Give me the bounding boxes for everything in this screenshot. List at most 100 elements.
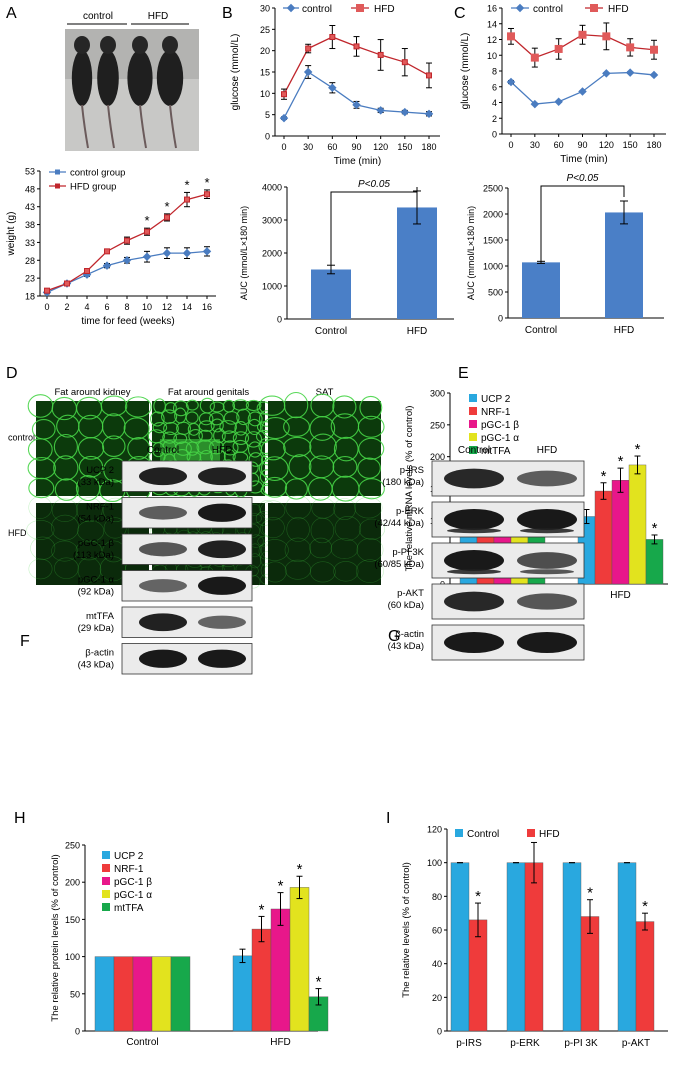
panel-letter-d: D (6, 365, 18, 382)
adipocyte-outline (209, 401, 225, 413)
y-axis-label: The relative protein levels (% of contro… (50, 854, 61, 1021)
x-tick-label: p-ERK (510, 1038, 540, 1049)
adipocyte-outline (285, 495, 312, 520)
y-tick-label: 53 (25, 167, 35, 177)
data-point (626, 43, 635, 52)
adipocyte-outline (263, 561, 287, 583)
x-tick-label: p-AKT (622, 1038, 650, 1049)
adipocyte-outline (101, 413, 126, 440)
chart-c: 0 2 4 6 8 10 12 14 16 glucose (mmol/L) 0 30 60 90 120 1… (460, 4, 666, 165)
data-point (507, 32, 515, 41)
chart-b: 0 5 10 15 20 25 30 glucose (mmol/L) 0 30 60 90 120 15… (230, 4, 440, 167)
x-tick-label: HFD (614, 325, 635, 336)
bar (397, 207, 437, 319)
y-tick-label: 1500 (483, 236, 503, 246)
adipocyte-outline (75, 540, 102, 561)
x-tick-label: Control (315, 326, 347, 337)
micrograph-row-label: control (8, 433, 35, 443)
x-tick-label: 90 (351, 142, 361, 152)
mouse-photo: control HFD (65, 11, 199, 151)
blot-band (517, 509, 577, 530)
x-tick-label: HFD (407, 326, 428, 337)
significance-star: * (635, 441, 641, 458)
data-point (164, 214, 170, 221)
blot-band (447, 528, 501, 534)
bar (113, 956, 134, 1032)
western-blot-f: Control HFD UCP 2(33 kDa) NRF-1(54 kDa) pGC-… (73, 445, 253, 675)
data-point (578, 30, 587, 39)
y-tick-label: 40 (432, 959, 442, 969)
bar (311, 269, 351, 319)
y-tick-label: 10 (260, 89, 270, 99)
blot-band (447, 569, 501, 575)
x-tick-label: 6 (104, 302, 109, 312)
micrograph-column-label: Fat around genitals (168, 387, 250, 398)
x-tick-label: 150 (397, 142, 412, 152)
legend-label: UCP 2 (114, 851, 144, 862)
y-tick-label: 1000 (262, 282, 282, 292)
y-tick-label: 80 (432, 892, 442, 902)
legend-b: control HFD (283, 3, 395, 15)
bar (506, 862, 526, 1032)
chart-i: 0 20 40 60 80 100 120 The relative levels (% of… (401, 825, 668, 1049)
adipocyte-outline (163, 422, 179, 436)
blot-row-kda: (60 kDa) (388, 600, 424, 611)
adipocyte-outline (198, 412, 214, 426)
data-point (162, 248, 172, 258)
data-point (649, 70, 659, 80)
bar (522, 262, 560, 318)
blot-band (444, 509, 504, 530)
y-axis-label: glucose (mmol/L) (230, 34, 241, 111)
adipocyte-outline (245, 399, 262, 412)
legend-label: pGC-1 α (114, 890, 152, 901)
photo-label-hfd: HFD (148, 11, 169, 22)
legend-swatch (102, 903, 110, 911)
legend-label: control (302, 4, 332, 15)
x-axis-label: Time (min) (560, 154, 607, 165)
y-tick-label: 100 (427, 858, 442, 868)
data-point (144, 228, 150, 235)
significance-star: * (618, 453, 624, 470)
y-tick-label: 14 (487, 19, 497, 29)
adipocyte-outline (76, 497, 103, 523)
adipocyte-outline (261, 417, 290, 440)
y-tick-label: 0 (265, 132, 270, 142)
adipocyte-outline (232, 431, 250, 445)
y-tick-label: 200 (430, 452, 445, 462)
western-blot-h: Control HFD p-IRS(180 kDa) p-ERK(42/44 kDa)… (374, 445, 585, 661)
bar (151, 956, 172, 1032)
legend-swatch (102, 877, 110, 885)
adipocyte-outline (356, 537, 384, 562)
legend-marker (55, 169, 60, 175)
adipocyte-outline (286, 516, 310, 542)
mouse-body (127, 50, 153, 106)
significance-star: * (652, 520, 658, 537)
blot-row-label: NRF-1 (86, 502, 114, 513)
data-point (182, 248, 192, 258)
adipocyte-outline (53, 433, 78, 460)
blot-row-label: UCP 2 (86, 465, 114, 476)
bar (645, 539, 664, 585)
y-tick-label: 250 (65, 841, 80, 851)
adipocyte-outline (357, 415, 385, 438)
y-tick-label: 15 (260, 68, 270, 78)
data-point (328, 83, 337, 93)
data-point (281, 91, 287, 98)
x-tick-label: 16 (202, 302, 212, 312)
significance-star: * (642, 898, 648, 915)
y-tick-label: 8 (492, 67, 497, 77)
data-point (426, 72, 432, 79)
legend-label: UCP 2 (481, 394, 511, 405)
blot-column-label: HFD (212, 445, 233, 456)
x-tick-label: 30 (530, 140, 540, 150)
significance-bracket (540, 185, 625, 262)
data-point (377, 51, 384, 58)
data-point (554, 97, 563, 106)
adipocyte-outline (359, 395, 383, 420)
y-tick-label: 200 (65, 878, 80, 888)
adipocyte-outline (260, 539, 289, 561)
y-tick-label: 48 (25, 184, 35, 194)
data-point (104, 248, 110, 255)
y-tick-label: 250 (430, 420, 445, 430)
adipocyte-outline (164, 401, 177, 414)
